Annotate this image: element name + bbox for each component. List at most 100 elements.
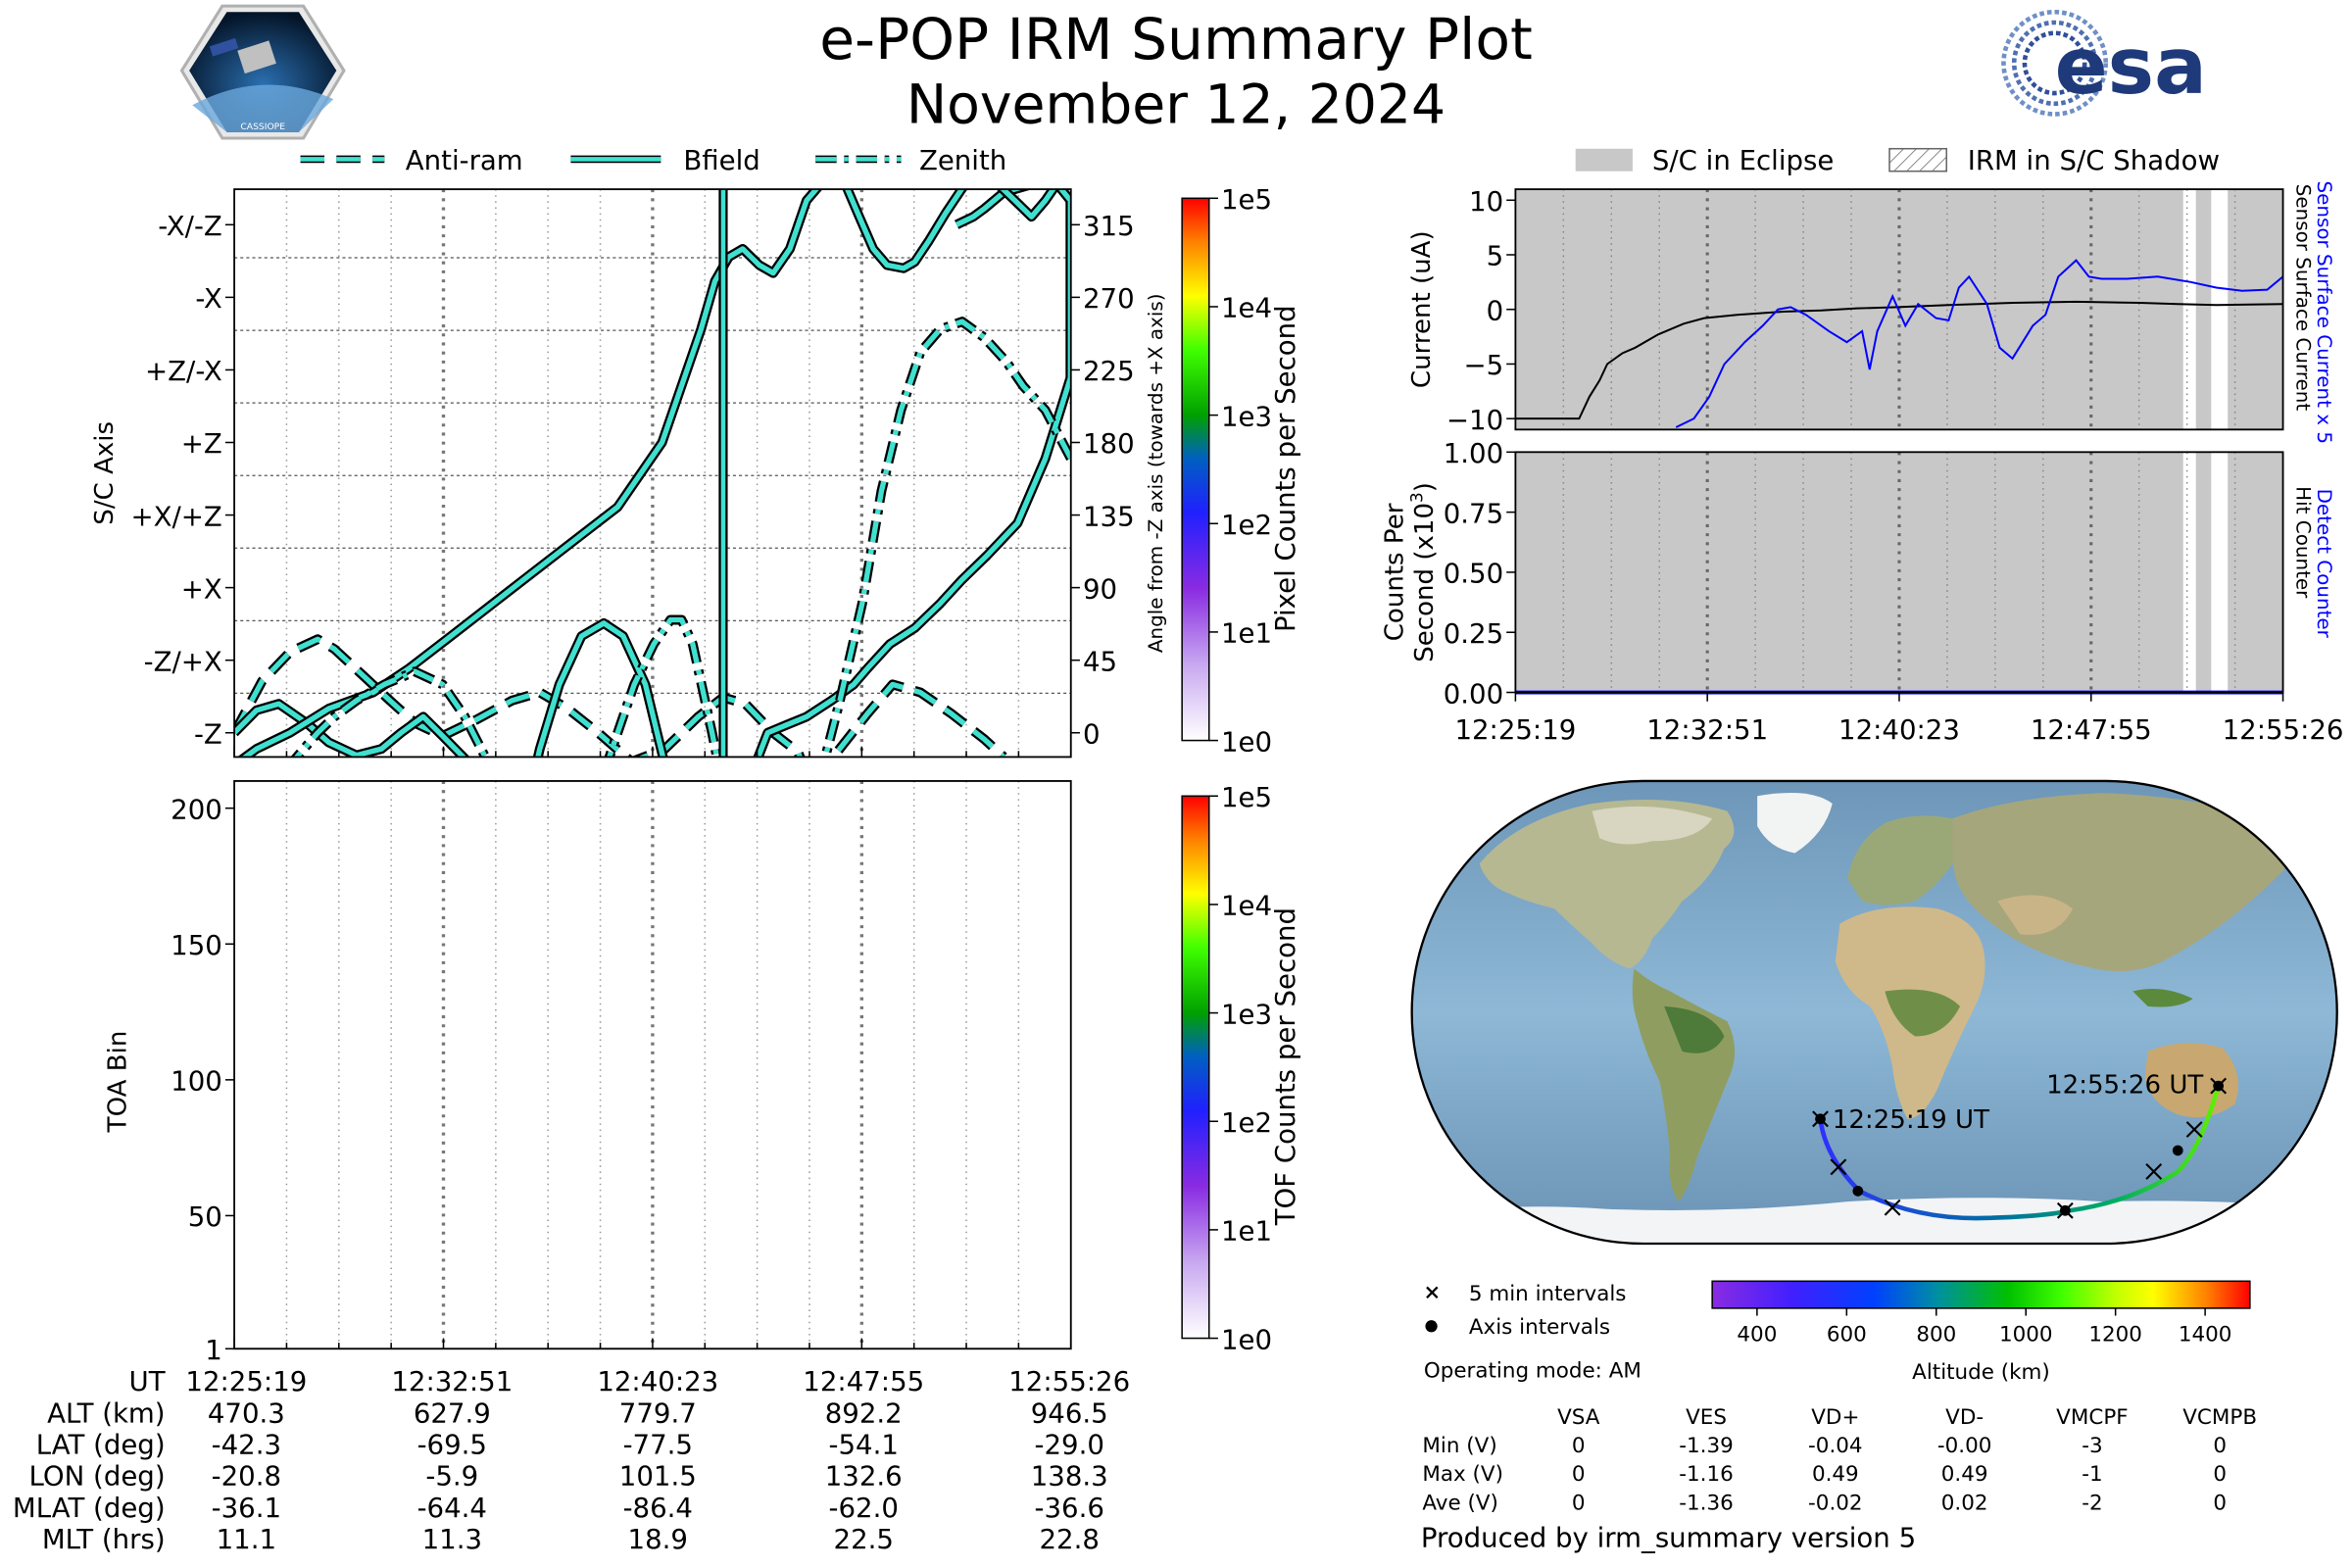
colorbar-tick-label: 1e2 (1221, 1106, 1272, 1139)
colorbar-tick-label: 1e4 (1221, 292, 1272, 324)
right-tick-label: 90 (1083, 572, 1117, 605)
colorbar-tick-label: 1400 (2179, 1323, 2232, 1348)
y-tick-label: 0.75 (1444, 497, 1503, 529)
y-tick-label: −10 (1446, 404, 1503, 436)
orbit-cell: 892.2 (824, 1397, 903, 1431)
voltage-row-label: Min (V) (1422, 1434, 1497, 1459)
footer-text: Produced by irm_summary version 5 (1420, 1523, 1917, 1555)
orbit-row-label: MLT (hrs) (41, 1524, 166, 1556)
y-tick-label: 50 (188, 1200, 222, 1233)
orbit-row-label: UT (128, 1366, 166, 1398)
y-tick-label: +X (181, 572, 222, 605)
sc-axis-plot: -Z 0 -Z/+X 45 +X 90 +X/+Z 135 +Z 180 +Z/-X 225 -X 270… (90, 188, 1167, 759)
x-tick-label: 12:40:23 (1838, 713, 1960, 746)
colorbar-tick-label: 1e2 (1221, 509, 1272, 541)
voltage-column-header: VCMPB (2182, 1405, 2258, 1431)
voltage-cell: 0.49 (1811, 1462, 1859, 1488)
cassiope-logo-text: CASSIOPE (240, 122, 285, 132)
orbit-cell: 470.3 (207, 1397, 285, 1431)
y-tick-label: -Z/+X (144, 645, 222, 677)
orbit-cell: 12:25:19 (185, 1366, 308, 1398)
y-tick-label: +Z/-X (145, 355, 222, 387)
y-tick-label: 0.50 (1444, 558, 1503, 590)
eclipse-span (2228, 189, 2283, 430)
colorbar-tick-label: 1e5 (1221, 183, 1272, 216)
orbit-cell: -69.5 (416, 1430, 487, 1462)
x-tick-label: 12:32:51 (1646, 713, 1768, 746)
voltage-column-header: VMCPF (2056, 1405, 2129, 1431)
y-tick-label: 5 (1487, 240, 1504, 272)
current-plot: −10 −5 0 5 10 Current (uA) Sensor Surface Cu… (1407, 180, 2335, 444)
map-antarctica (1411, 1198, 2337, 1244)
right-tick-label: 270 (1083, 282, 1135, 315)
orbit-cell: 12:55:26 (1008, 1366, 1131, 1398)
y-tick-label: 1 (205, 1334, 222, 1366)
legend-axis-label: Axis intervals (1469, 1315, 1610, 1340)
orbit-row-label: MLAT (deg) (12, 1493, 166, 1525)
x-tick-label: 12:47:55 (2031, 713, 2152, 746)
orbit-cell: -62.0 (828, 1493, 899, 1525)
right-tick-label: 225 (1083, 355, 1135, 387)
voltage-cell: 0 (1571, 1434, 1586, 1459)
right-tick-label: 315 (1083, 210, 1135, 242)
x-tick-label: 12:55:26 (2223, 713, 2344, 746)
map-legend: 5 min intervals Axis intervals Operating… (1424, 1282, 1642, 1383)
right-tick-label: 180 (1083, 427, 1135, 460)
world-map: 12:25:19 UT 12:55:26 UT (1410, 779, 2338, 1246)
voltage-cell: -1.39 (1679, 1434, 1734, 1459)
orbit-cell: -64.4 (416, 1493, 487, 1525)
colorbar-tick-label: 800 (1916, 1323, 1956, 1348)
esa-logo-text: esa (2055, 21, 2207, 112)
voltage-cell: 0 (2213, 1491, 2228, 1516)
voltage-column-header: VES (1686, 1405, 1727, 1431)
altitude-colorbar-label: Altitude (km) (1912, 1360, 2050, 1385)
map-europe (1847, 815, 1961, 906)
orbit-cell: 138.3 (1030, 1461, 1108, 1494)
colorbar-tick-label: 1e0 (1221, 1323, 1272, 1355)
axis-interval-dot (1852, 1185, 1864, 1197)
voltage-cell: 0.49 (1940, 1462, 1988, 1488)
current-right-label-2: Sensor Surface Current (2291, 184, 2314, 412)
cassiope-logo: CASSIOPE (179, 4, 346, 140)
legend-shadow-label: IRM in S/C Shadow (1968, 144, 2220, 176)
voltage-cell: -0.00 (1936, 1434, 1992, 1459)
colorbar-tick-label: 1e3 (1221, 400, 1272, 432)
x-tick-label: 12:25:19 (1454, 713, 1576, 746)
y-tick-label: 100 (171, 1065, 222, 1098)
colorbar-tick-label: 1e4 (1221, 890, 1272, 922)
series-line (293, 318, 1071, 758)
voltage-column-header: VD- (1945, 1405, 1984, 1431)
axis-interval-dot (2059, 1204, 2071, 1216)
series-line (234, 189, 1071, 758)
map-greenland (1757, 793, 1833, 854)
sc-axis-right-label: Angle from -Z axis (towards +X axis) (1145, 293, 1167, 653)
orbit-cell: -54.1 (828, 1430, 899, 1462)
orbit-start-label: 12:25:19 UT (1833, 1105, 1989, 1135)
orbit-cell: -5.9 (425, 1461, 479, 1494)
voltage-cell: 0 (2213, 1434, 2228, 1459)
y-tick-label: -Z (194, 717, 222, 750)
five-min-marker (1884, 1199, 1901, 1216)
legend-label-zenith: Zenith (919, 144, 1006, 176)
five-min-marker (2145, 1163, 2163, 1180)
y-tick-label: -X/-Z (158, 210, 222, 242)
y-tick-label: 200 (171, 793, 222, 825)
colorbar-tick-label: 1e1 (1221, 617, 1272, 650)
orbit-row-label: LON (deg) (28, 1461, 166, 1494)
five-min-marker (1830, 1158, 1847, 1176)
y-tick-label: -X (195, 282, 222, 315)
voltage-cell: 0 (2213, 1462, 2228, 1488)
current-series-line (1675, 259, 2283, 428)
y-tick-label: −5 (1463, 349, 1503, 381)
voltage-cell: -1 (2082, 1462, 2103, 1488)
colorbar-tick-label: 1e3 (1221, 998, 1272, 1030)
y-tick-label: 10 (1469, 185, 1503, 218)
colorbar-tick-label: 1e0 (1221, 725, 1272, 758)
voltage-cell: -2 (2082, 1491, 2103, 1516)
eclipse-legend: S/C in Eclipse IRM in S/C Shadow (1575, 144, 2220, 176)
orbit-cell: 11.3 (421, 1524, 483, 1556)
axis-interval-dot (2213, 1080, 2225, 1092)
orbit-cell: 132.6 (824, 1461, 903, 1494)
orbit-cell: 22.8 (1039, 1524, 1100, 1556)
